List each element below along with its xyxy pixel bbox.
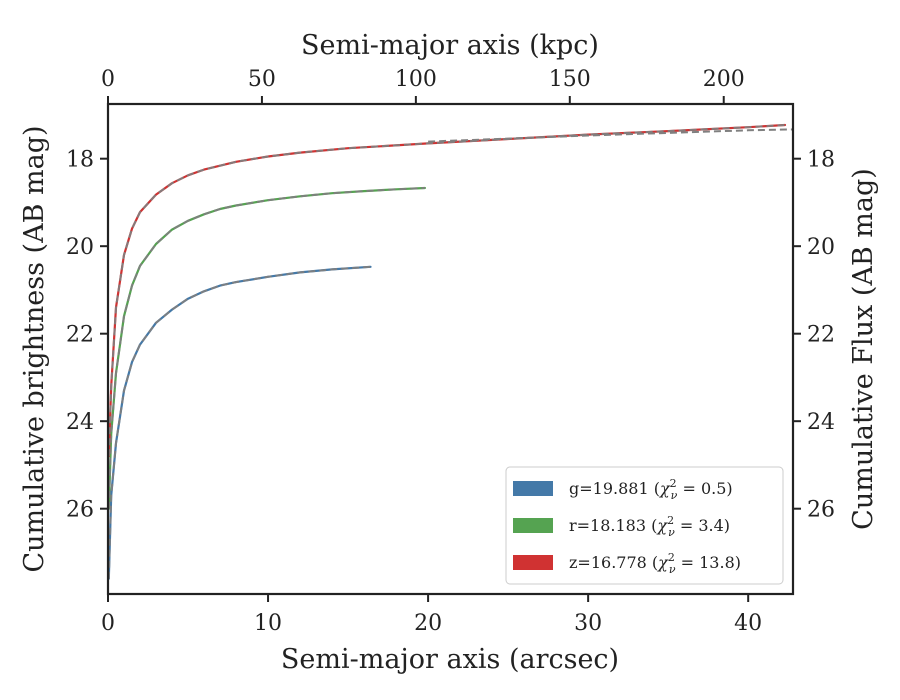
- x-tick-label: 0: [101, 611, 115, 636]
- series-layer: [107, 123, 794, 580]
- x-tick-label: 40: [734, 611, 762, 636]
- model-line-g: [107, 265, 371, 579]
- y-tick-label: 20: [66, 235, 94, 260]
- ticks-layer: 0 10 20 30 40 0 50 100 150 200 18 20 22 24 26 18 20 22 24 2…: [66, 67, 835, 636]
- legend: g=19.881 (χ2 ν = 0.5) r=18.183 (χ2 ν = 3.4)…: [505, 466, 784, 585]
- right-y-tick-label: 20: [807, 235, 835, 260]
- legend-entry-label: z=16.778 (χ2 ν = 13.8): [569, 551, 741, 576]
- model-line-r: [107, 187, 425, 509]
- series-line-r: [107, 186, 426, 510]
- y-axis-title: Cumulative brightness (AB mag): [19, 125, 50, 572]
- top-x-tick-label: 150: [549, 67, 591, 92]
- series-line-z: [107, 123, 787, 458]
- legend-swatch: [513, 518, 553, 533]
- legend-entry-label: r=18.183 (χ2 ν = 3.4): [569, 514, 730, 539]
- top-axis-title: Semi-major axis (kpc): [301, 30, 599, 61]
- legend-frame: [505, 466, 784, 585]
- top-x-tick-label: 200: [703, 67, 745, 92]
- x-tick-label: 20: [414, 611, 442, 636]
- model-line-z-tail: [428, 128, 794, 143]
- right-y-tick-label: 26: [807, 498, 835, 523]
- x-axis-title: Semi-major axis (arcsec): [281, 644, 619, 675]
- plot-frame: [106, 102, 795, 596]
- y-tick-label: 26: [66, 498, 94, 523]
- right-axis-title: Cumulative Flux (AB mag): [848, 168, 879, 530]
- y-tick-label: 24: [66, 410, 94, 435]
- top-x-tick-label: 100: [395, 67, 437, 92]
- x-tick-label: 10: [254, 611, 282, 636]
- series-line-g: [107, 265, 372, 580]
- top-x-tick-label: 0: [101, 67, 115, 92]
- y-tick-label: 22: [66, 323, 94, 348]
- top-x-tick-label: 50: [248, 67, 276, 92]
- y-tick-label: 18: [66, 148, 94, 173]
- legend-entry-label: g=19.881 (χ2 ν = 0.5): [569, 477, 733, 502]
- right-y-tick-label: 24: [807, 410, 835, 435]
- x-tick-label: 30: [574, 611, 602, 636]
- legend-swatch: [513, 555, 553, 570]
- right-y-tick-label: 22: [807, 323, 835, 348]
- legend-swatch: [513, 481, 553, 496]
- right-y-tick-label: 18: [807, 148, 835, 173]
- model-line-z: [107, 124, 786, 457]
